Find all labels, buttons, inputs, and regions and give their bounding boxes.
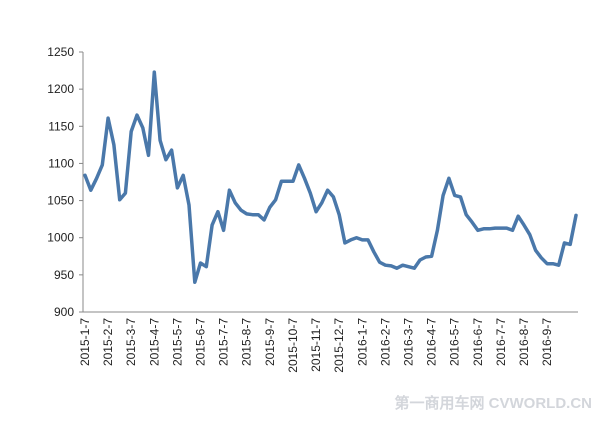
x-tick-label: 2015-2-7: [101, 318, 115, 366]
x-tick-label: 2016-7-7: [494, 318, 508, 366]
x-tick-label: 2015-9-7: [263, 318, 277, 366]
x-tick-label: 2015-3-7: [124, 318, 138, 366]
x-tick-label: 2015-5-7: [170, 318, 184, 366]
x-tick-label: 2016-8-7: [517, 318, 531, 366]
x-tick-label: 2016-6-7: [471, 318, 485, 366]
x-tick-label: 2016-2-7: [378, 318, 392, 366]
x-tick-label: 2015-4-7: [147, 318, 161, 366]
x-tick-label: 2016-5-7: [448, 318, 462, 366]
y-tick-label: 1050: [47, 194, 74, 208]
x-tick-label: 2015-10-7: [286, 318, 300, 373]
y-tick-label: 950: [54, 268, 74, 282]
y-tick-label: 1000: [47, 231, 74, 245]
y-tick-label: 1150: [48, 119, 74, 133]
x-tick-label: 2015-8-7: [240, 318, 254, 366]
x-tick-label: 2015-7-7: [217, 318, 231, 366]
x-tick-label: 2015-11-7: [309, 318, 323, 372]
watermark: 第一商用车网 CVWORLD.CN: [395, 394, 593, 412]
x-tick-label: 2016-9-7: [540, 318, 554, 366]
x-tick-label: 2016-3-7: [401, 318, 415, 366]
x-tick-label: 2015-12-7: [332, 318, 346, 373]
y-tick-label: 1100: [48, 156, 74, 170]
x-tick-label: 2015-6-7: [194, 318, 208, 366]
data-line: [83, 70, 578, 285]
x-tick-label: 2016-1-7: [355, 318, 369, 366]
x-tick-label: 2016-4-7: [425, 318, 439, 366]
y-tick-label: 1250: [47, 45, 74, 59]
x-tick-label: 2015-1-7: [78, 318, 92, 366]
y-tick-label: 900: [54, 305, 74, 319]
y-tick-label: 1200: [47, 82, 74, 96]
